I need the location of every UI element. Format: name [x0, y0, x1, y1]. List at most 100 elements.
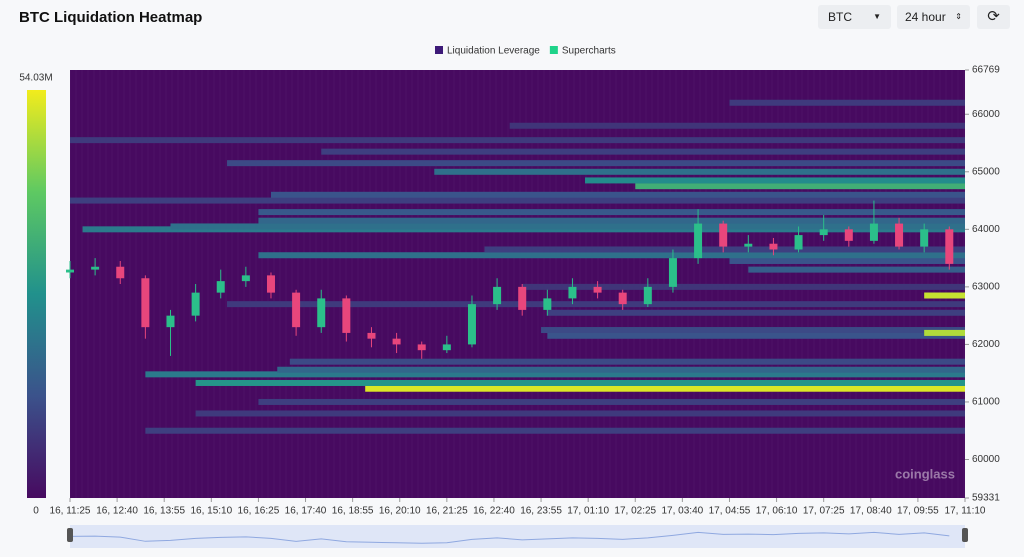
- x-tick-label: 17, 03:40: [662, 506, 704, 517]
- x-tick-label: 16, 15:10: [190, 506, 232, 517]
- x-tick-label: 17, 01:10: [567, 506, 609, 517]
- liquidation-band: [541, 327, 965, 334]
- legend-swatch: [549, 46, 558, 54]
- liquidation-band: [434, 168, 965, 175]
- liquidation-band: [195, 379, 966, 386]
- candle-body: [769, 243, 778, 250]
- candle-body: [568, 286, 577, 299]
- y-tick-label: 60000: [972, 454, 1000, 465]
- liquidation-band: [70, 137, 965, 144]
- candle-body: [945, 229, 954, 264]
- candle-body: [694, 223, 703, 259]
- liquidation-band: [547, 332, 965, 339]
- candle-body: [266, 275, 275, 293]
- colorbar-label: 0: [33, 506, 39, 517]
- refresh-button[interactable]: ⟳: [977, 5, 1010, 29]
- candle-body: [66, 269, 74, 273]
- candle-body: [593, 286, 602, 293]
- candle-body: [91, 266, 100, 270]
- spinner: ⇕: [955, 12, 962, 21]
- liquidation-band: [70, 197, 965, 204]
- legend-swatch: [435, 46, 443, 54]
- liquidation-band: [145, 371, 966, 378]
- liquidation-band: [145, 427, 966, 434]
- candle-body: [493, 286, 502, 305]
- x-tick-label: 16, 18:55: [332, 506, 374, 517]
- candle-body: [668, 258, 677, 287]
- y-tick-label: 61000: [972, 397, 1000, 408]
- y-tick-label: 65000: [972, 166, 1000, 177]
- candle-body: [392, 338, 401, 345]
- liquidation-band: [195, 410, 966, 417]
- liquidation-band: [227, 160, 965, 167]
- liquidation-band: [509, 122, 965, 129]
- legend-label: Liquidation Leverage: [447, 46, 540, 57]
- liquidation-band: [635, 183, 965, 190]
- liquidation-band: [748, 266, 965, 273]
- liquidation-band: [729, 257, 965, 264]
- title: BTC Liquidation Heatmap: [19, 9, 203, 26]
- candle-body: [794, 235, 803, 250]
- y-tick-label: 62000: [972, 339, 1000, 350]
- candle-body: [819, 229, 828, 236]
- candle-body: [442, 344, 451, 351]
- colorbar: [27, 90, 46, 498]
- candle-body: [417, 344, 426, 351]
- candle-body: [216, 281, 225, 293]
- candle-body: [844, 229, 853, 241]
- candle-body: [292, 292, 301, 328]
- caret: ▼: [873, 12, 881, 21]
- liquidation-band: [924, 329, 965, 336]
- liquidation-band: [365, 385, 965, 392]
- x-tick-label: 16, 22:40: [473, 506, 515, 517]
- x-tick-label: 17, 08:40: [850, 506, 892, 517]
- liquidation-band: [321, 148, 966, 155]
- x-tick-label: 16, 23:55: [520, 506, 562, 517]
- candle-body: [166, 315, 175, 328]
- x-tick-label: 17, 06:10: [756, 506, 798, 517]
- candle-body: [116, 266, 125, 279]
- navigator-handle[interactable]: [962, 528, 968, 542]
- x-tick-label: 16, 13:55: [143, 506, 185, 517]
- x-tick-label: 16, 11:25: [50, 506, 91, 517]
- coin-select[interactable]: BTC ▼: [818, 5, 891, 29]
- candle-body: [367, 332, 376, 339]
- x-tick-label: 16, 21:25: [426, 506, 468, 517]
- candle-body: [543, 298, 552, 310]
- legend: Liquidation Leverage Supercharts: [435, 46, 616, 57]
- candle-body: [141, 278, 150, 328]
- candle-body: [618, 292, 627, 305]
- candle-body: [467, 304, 476, 345]
- candle-body: [317, 298, 326, 328]
- y-tick-label: 63000: [972, 282, 1000, 293]
- liquidation-band: [258, 217, 966, 224]
- liquidation-band: [270, 191, 966, 198]
- x-tick-label: 17, 07:25: [803, 506, 845, 517]
- y-tick-label: 66000: [972, 109, 1000, 120]
- range-select[interactable]: 24 hour ⇕: [897, 5, 970, 29]
- x-tick-label: 17, 02:25: [614, 506, 656, 517]
- range-label: 24 hour: [905, 10, 946, 24]
- legend-label: Supercharts: [562, 46, 616, 57]
- coin-label: BTC: [828, 10, 852, 24]
- liquidation-band: [258, 209, 966, 216]
- x-tick-label: 16, 16:25: [238, 506, 280, 517]
- candle-body: [920, 229, 929, 247]
- candle-body: [719, 223, 728, 247]
- navigator-area: [69, 531, 950, 544]
- x-tick-label: 17, 09:55: [897, 506, 939, 517]
- x-tick-label: 17, 04:55: [709, 506, 751, 517]
- liquidation-band: [522, 283, 965, 290]
- navigator-bg: [70, 525, 965, 548]
- candle-body: [869, 223, 878, 241]
- candle-body: [342, 298, 351, 333]
- x-tick-label: 16, 20:10: [379, 506, 421, 517]
- candle-body: [895, 223, 904, 247]
- liquidation-band: [484, 246, 965, 253]
- candle-body: [241, 275, 250, 282]
- navigator-handle[interactable]: [67, 528, 73, 542]
- liquidation-band: [258, 398, 966, 405]
- watermark: coinglass: [895, 466, 955, 481]
- liquidation-band: [227, 301, 965, 308]
